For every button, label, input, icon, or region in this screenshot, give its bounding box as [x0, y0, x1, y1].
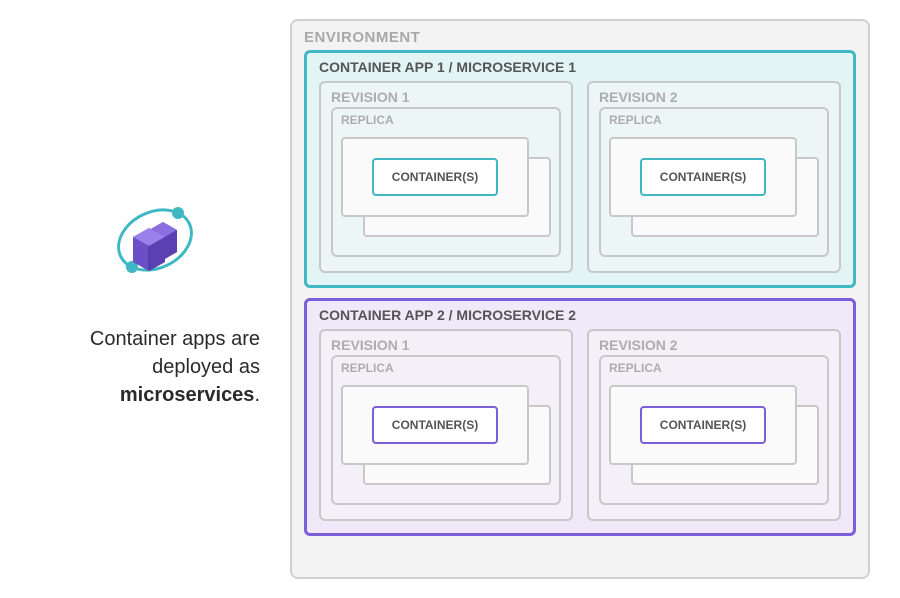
container-box-front: CONTAINER(S) — [341, 385, 529, 465]
caption-line1: Container apps are — [90, 328, 260, 350]
caption-line2: deployed as — [152, 356, 260, 378]
environment-label: ENVIRONMENT — [304, 29, 856, 46]
caption-punct: . — [254, 384, 260, 406]
app1-rev1-containers: CONTAINER(S) — [341, 131, 551, 241]
app1-rev1-label: REVISION 1 — [331, 89, 561, 105]
container-box-front: CONTAINER(S) — [609, 137, 797, 217]
app2-revision-2: REVISION 2 REPLICA CONTAINER(S) — [587, 329, 841, 521]
app2-rev1-replica: REPLICA CONTAINER(S) — [331, 355, 561, 505]
app2-rev2-label: REVISION 2 — [599, 337, 829, 353]
container-label: CONTAINER(S) — [640, 158, 766, 196]
caption-bold: microservices — [120, 384, 255, 406]
app2-rev1-label: REVISION 1 — [331, 337, 561, 353]
app2-label: CONTAINER APP 2 / MICROSERVICE 2 — [319, 307, 841, 323]
container-label: CONTAINER(S) — [640, 406, 766, 444]
environment-box: ENVIRONMENT CONTAINER APP 1 / MICROSERVI… — [290, 19, 870, 579]
container-box-front: CONTAINER(S) — [609, 385, 797, 465]
app1-revision-2: REVISION 2 REPLICA CONTAINER(S) — [587, 81, 841, 273]
container-label: CONTAINER(S) — [372, 406, 498, 444]
container-box-front: CONTAINER(S) — [341, 137, 529, 217]
app2-rev2-replica-label: REPLICA — [609, 361, 819, 375]
container-apps-icon — [105, 190, 205, 295]
app1-revisions: REVISION 1 REPLICA CONTAINER(S) REVISION… — [319, 81, 841, 273]
app2-rev2-replica: REPLICA CONTAINER(S) — [599, 355, 829, 505]
app1-rev2-label: REVISION 2 — [599, 89, 829, 105]
container-app-1: CONTAINER APP 1 / MICROSERVICE 1 REVISIO… — [304, 50, 856, 288]
container-label: CONTAINER(S) — [372, 158, 498, 196]
app1-rev1-replica: REPLICA CONTAINER(S) — [331, 107, 561, 257]
app1-rev1-replica-label: REPLICA — [341, 113, 551, 127]
app1-rev2-replica: REPLICA CONTAINER(S) — [599, 107, 829, 257]
app1-rev2-containers: CONTAINER(S) — [609, 131, 819, 241]
caption-text: Container apps are deployed as microserv… — [50, 325, 260, 409]
app1-label: CONTAINER APP 1 / MICROSERVICE 1 — [319, 59, 841, 75]
left-column: Container apps are deployed as microserv… — [50, 190, 260, 409]
app1-revision-1: REVISION 1 REPLICA CONTAINER(S) — [319, 81, 573, 273]
app1-rev2-replica-label: REPLICA — [609, 113, 819, 127]
app2-revisions: REVISION 1 REPLICA CONTAINER(S) REVISION… — [319, 329, 841, 521]
app2-rev1-containers: CONTAINER(S) — [341, 379, 551, 489]
app2-revision-1: REVISION 1 REPLICA CONTAINER(S) — [319, 329, 573, 521]
container-app-2: CONTAINER APP 2 / MICROSERVICE 2 REVISIO… — [304, 298, 856, 536]
app2-rev2-containers: CONTAINER(S) — [609, 379, 819, 489]
app2-rev1-replica-label: REPLICA — [341, 361, 551, 375]
